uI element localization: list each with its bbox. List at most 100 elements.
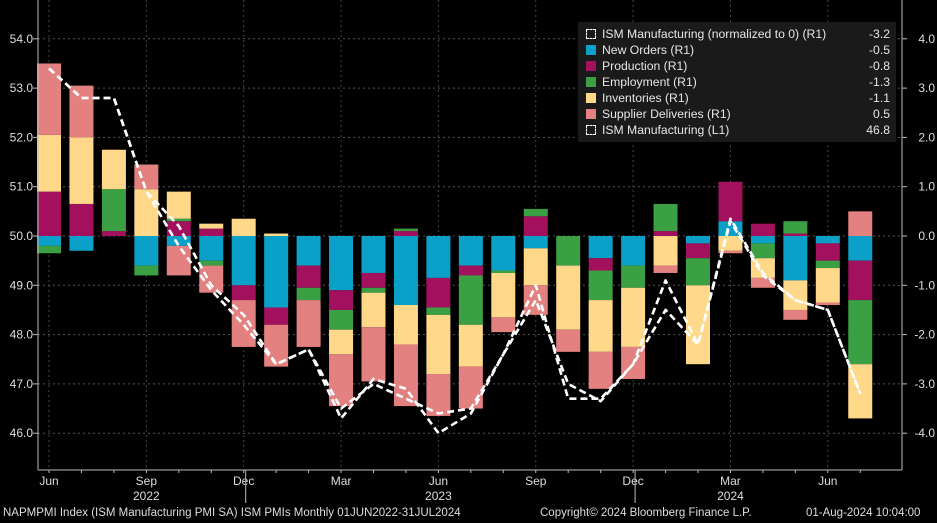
bar-segment — [848, 211, 873, 236]
bar-segment — [718, 250, 743, 254]
line-ism-normalized — [48, 67, 862, 415]
right-tick-label: 3.0 — [918, 81, 935, 95]
bar-segment — [523, 216, 548, 236]
bar-segment — [329, 290, 354, 310]
legend-entry: ISM Manufacturing (normalized to 0) (R1)… — [586, 26, 890, 42]
legend-swatch — [586, 29, 596, 39]
bars-layer — [37, 63, 873, 419]
legend-label: Employment (R1) — [602, 75, 697, 89]
bar-segment — [653, 265, 678, 273]
bar-segment — [783, 233, 808, 236]
bar-segment — [426, 314, 451, 375]
legend-value: 0.5 — [873, 107, 890, 121]
bar-segment — [458, 366, 483, 409]
bar-segment — [458, 324, 483, 367]
bar-segment — [653, 203, 678, 232]
bar-segment — [393, 305, 418, 345]
bar-segment — [653, 236, 678, 266]
bar-segment — [37, 245, 61, 254]
bar-segment — [264, 236, 289, 308]
legend-swatch — [586, 45, 596, 55]
bar-segment — [231, 285, 256, 301]
bar-segment — [491, 270, 516, 273]
chart-area: 46.0 47.0 48.0 49.0 50.0 51.0 52.0 53.0 54.0 -4.0… — [10, 0, 935, 503]
legend-swatch — [586, 61, 596, 71]
left-tick-label: 48.0 — [10, 328, 34, 342]
bar-segment — [69, 137, 94, 204]
bar-segment — [523, 248, 548, 286]
left-tick-label: 46.0 — [10, 426, 34, 440]
bar-segment — [750, 236, 775, 244]
bar-segment — [264, 307, 289, 325]
bar-segment — [686, 236, 710, 244]
bar-segment — [37, 236, 61, 246]
legend-value: -0.8 — [868, 59, 890, 73]
bar-segment — [134, 164, 159, 190]
bar-segment — [686, 285, 710, 365]
legend-entry: Inventories (R1) -1.1 — [586, 90, 890, 106]
legend-label: ISM Manufacturing (normalized to 0) (R1) — [602, 27, 827, 41]
bar-segment — [296, 236, 321, 266]
legend-label: Inventories (R1) — [602, 91, 689, 105]
bar-segment — [783, 309, 808, 320]
bar-segment — [458, 236, 483, 266]
footer-copyright: Copyright© 2024 Bloomberg Finance L.P. — [540, 507, 752, 519]
bar-segment — [231, 236, 256, 286]
legend-label: Supplier Deliveries (R1) — [602, 107, 731, 121]
bar-segment — [783, 221, 808, 234]
bar-segment — [815, 236, 840, 244]
bar-segment — [37, 63, 61, 135]
bar-segment — [393, 231, 418, 236]
bar-segment — [556, 265, 581, 330]
bar-segment — [134, 236, 159, 266]
bar-segment — [361, 236, 386, 273]
bar-segment — [393, 236, 418, 306]
legend-swatch — [586, 109, 596, 119]
right-tick-label: -3.0 — [914, 377, 935, 391]
bar-segment — [231, 218, 256, 236]
year-label: 2024 — [717, 489, 744, 503]
legend-entry: Supplier Deliveries (R1) 0.5 — [586, 106, 890, 122]
bar-segment — [458, 265, 483, 276]
bar-segment — [783, 236, 808, 281]
x-tick-label: Dec — [233, 474, 254, 488]
x-tick-label: Mar — [331, 474, 352, 488]
bar-segment — [588, 236, 613, 259]
right-tick-label: 2.0 — [918, 130, 935, 144]
bar-segment — [199, 260, 224, 266]
legend-swatch — [586, 77, 596, 87]
footer: NAPMPMI Index (ISM Manufacturing PMI SA)… — [0, 505, 937, 523]
bar-segment — [69, 236, 94, 251]
bar-segment — [264, 233, 289, 236]
bar-segment — [329, 329, 354, 355]
right-tick-label: 4.0 — [918, 32, 935, 46]
bar-segment — [458, 275, 483, 325]
bar-segment — [718, 181, 743, 222]
bar-segment — [134, 265, 159, 276]
bar-segment — [588, 258, 613, 271]
legend-label: ISM Manufacturing (L1) — [602, 123, 730, 137]
bar-segment — [750, 223, 775, 236]
bar-segment — [556, 236, 581, 266]
bar-segment — [37, 191, 61, 236]
right-tick-label: 0.0 — [918, 229, 935, 243]
bar-segment — [361, 287, 386, 293]
right-tick-label: 1.0 — [918, 180, 935, 194]
bar-segment — [491, 236, 516, 271]
bar-segment — [588, 351, 613, 389]
bar-segment — [750, 243, 775, 259]
legend-entry: Employment (R1) -1.3 — [586, 74, 890, 90]
x-tick-label: Dec — [622, 474, 643, 488]
bar-segment — [199, 228, 224, 236]
left-tick-label: 53.0 — [10, 81, 34, 95]
legend-value: 46.8 — [866, 123, 890, 137]
bar-segment — [426, 236, 451, 278]
bar-segment — [523, 236, 548, 249]
legend-value: -1.1 — [868, 91, 890, 105]
bar-segment — [491, 272, 516, 318]
bar-segment — [815, 243, 840, 261]
bar-segment — [848, 236, 873, 261]
bar-segment — [296, 287, 321, 301]
legend-label: New Orders (R1) — [602, 43, 695, 57]
year-label: 2022 — [133, 489, 160, 503]
